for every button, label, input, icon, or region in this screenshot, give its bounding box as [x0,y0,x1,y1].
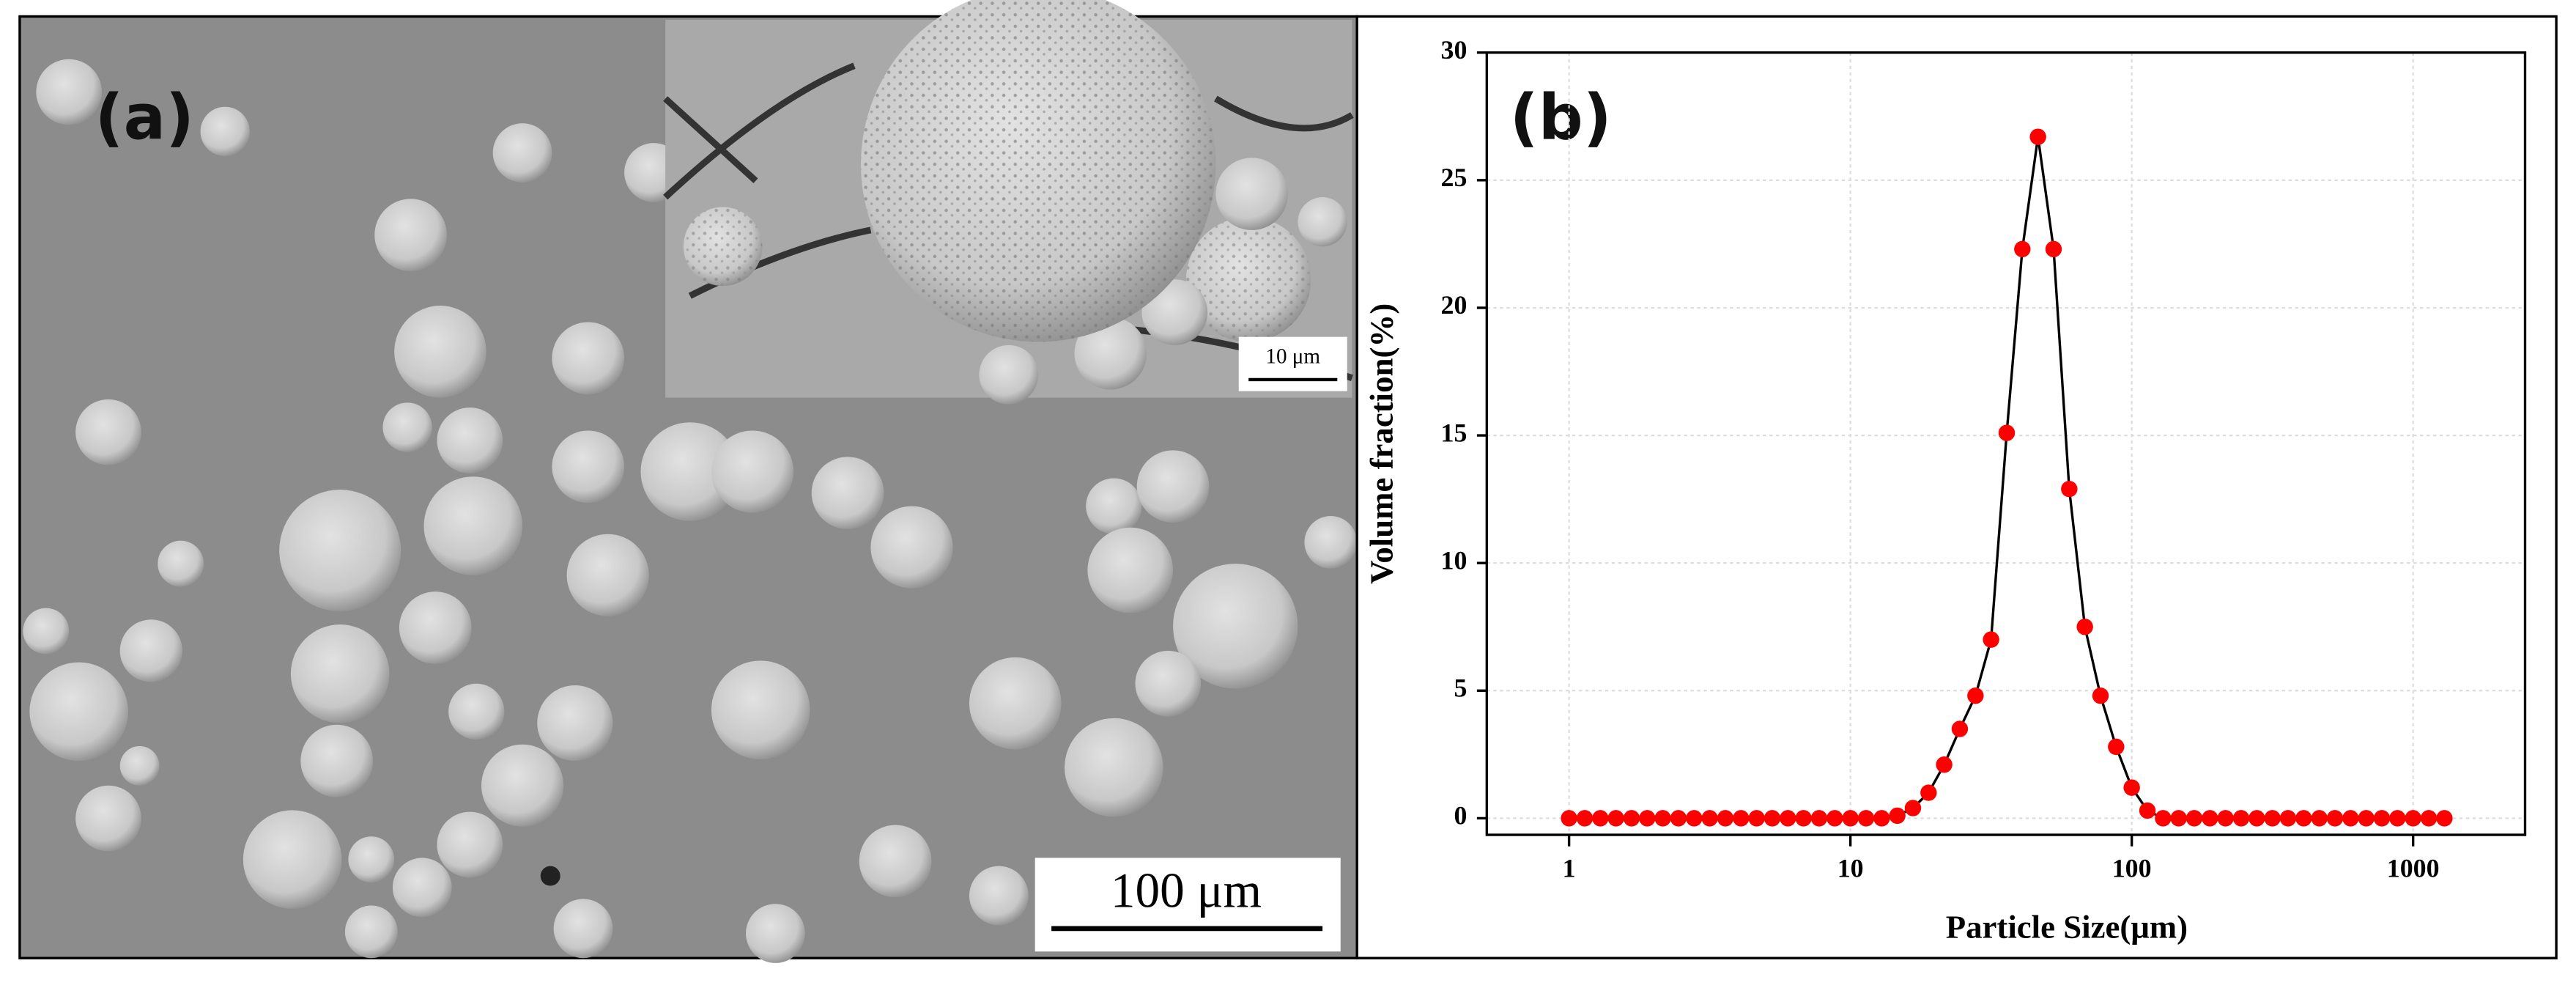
data-point [1717,810,1734,827]
data-point [1826,810,1843,827]
data-point [1780,810,1796,827]
data-point [2232,810,2250,827]
scale-box [1035,858,1341,952]
data-point [1983,631,1999,648]
data-point [1842,810,1859,827]
data-point [2295,810,2312,827]
data-point [2264,810,2281,827]
data-point [1810,810,1828,827]
panel-a: 10 μm 100 μm (a) [18,0,1358,963]
data-point [2358,810,2375,827]
data-point [1686,810,1703,827]
inset-scale-box [1238,336,1347,391]
y-tick-label: 5 [1454,674,1467,703]
data-point [1576,810,1594,827]
panel-b-frame [1355,15,2558,959]
data-point [2311,810,2328,827]
data-point [1592,810,1609,827]
data-point [2123,779,2140,796]
data-point [2045,240,2062,258]
data-point [1951,720,1969,737]
data-point [2029,128,2046,145]
y-tick-label: 15 [1441,418,1467,447]
data-point [2014,240,2031,258]
panel-label: (b) [1510,81,1612,154]
y-tick-label: 20 [1441,290,1467,320]
data-point [1748,810,1765,827]
data-point [2326,810,2344,827]
data-point [2249,810,2265,827]
data-point [2155,810,2172,827]
data-point [2389,810,2406,827]
data-point [1936,756,1953,773]
inset-scale-label: 10 μm [1265,344,1320,368]
debris [540,866,560,886]
plot-frame [1485,51,2527,836]
y-tick-label: 0 [1454,801,1467,830]
data-point [1670,810,1687,827]
panel-b: (b) Particle Size(μm) Volume fraction(%)… [1355,15,2558,959]
data-point [2342,810,2359,827]
data-point [2202,810,2218,827]
data-point [2061,480,2078,498]
inset-particles [683,0,1347,405]
data-point [2108,738,2125,756]
cracks [663,62,1354,381]
data-point [2092,687,2109,704]
data-point [2279,810,2297,827]
data-point [2217,810,2234,827]
y-tick-label: 25 [1441,163,1467,192]
data-point [1654,810,1671,827]
data-point [2420,810,2438,827]
data-point [1561,810,1577,827]
data-point [1639,810,1656,827]
inset-image: 10 μm [663,0,1354,405]
x-tick-label: 100 [2112,854,2152,883]
panel-label: (a) [95,81,194,154]
scale-label: 100 μm [1111,863,1262,918]
x-tick-label: 1000 [2387,854,2440,883]
data-point [1763,810,1781,827]
data-point [2373,810,2391,827]
data-point [1607,810,1624,827]
x-tick-label: 10 [1837,854,1864,883]
data-point [1889,807,1906,825]
y-axis-label: Volume fraction(%) [1363,303,1400,584]
data-point [1873,810,1890,827]
y-tick-label: 10 [1441,545,1467,575]
data-point [1857,810,1875,827]
data-point [1967,687,1984,704]
x-axis-label: Particle Size(μm) [1946,908,2188,945]
data-point [1998,424,2016,441]
data-point [1733,810,1750,827]
y-tick-label: 30 [1441,35,1467,64]
data-point [1701,810,1718,827]
data-point [2185,810,2203,827]
data-point [2436,810,2453,827]
data-point [1920,784,1937,801]
data-point [2076,619,2093,635]
data-point [2170,810,2187,827]
data-point [2405,810,2421,827]
data-point [2139,802,2156,819]
x-tick-label: 1 [1563,854,1576,883]
data-point [1795,810,1812,827]
data-point [1623,810,1640,827]
data-point [1904,800,1922,816]
